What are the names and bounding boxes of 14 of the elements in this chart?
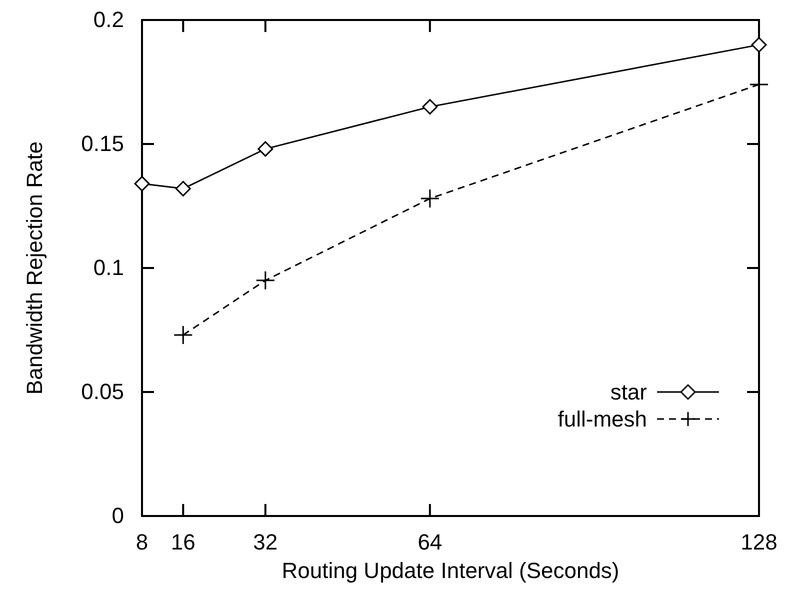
x-tick-label: 8	[136, 530, 148, 555]
legend-label: full-mesh	[558, 406, 647, 432]
y-tick-label: 0.15	[81, 131, 124, 156]
y-tick-label: 0.2	[93, 7, 124, 32]
x-tick-label: 32	[253, 530, 278, 555]
y-axis-title: Bandwidth Rejection Rate	[22, 141, 47, 395]
y-tick-label: 0	[112, 503, 124, 528]
x-axis-title: Routing Update Interval (Seconds)	[282, 558, 620, 583]
x-tick-label: 16	[170, 530, 196, 555]
legend-label: star	[610, 380, 647, 405]
y-tick-label: 0.05	[81, 379, 124, 404]
y-tick-label: 0.1	[93, 255, 124, 280]
x-tick-label: 128	[740, 530, 778, 555]
x-tick-label: 64	[418, 530, 442, 555]
